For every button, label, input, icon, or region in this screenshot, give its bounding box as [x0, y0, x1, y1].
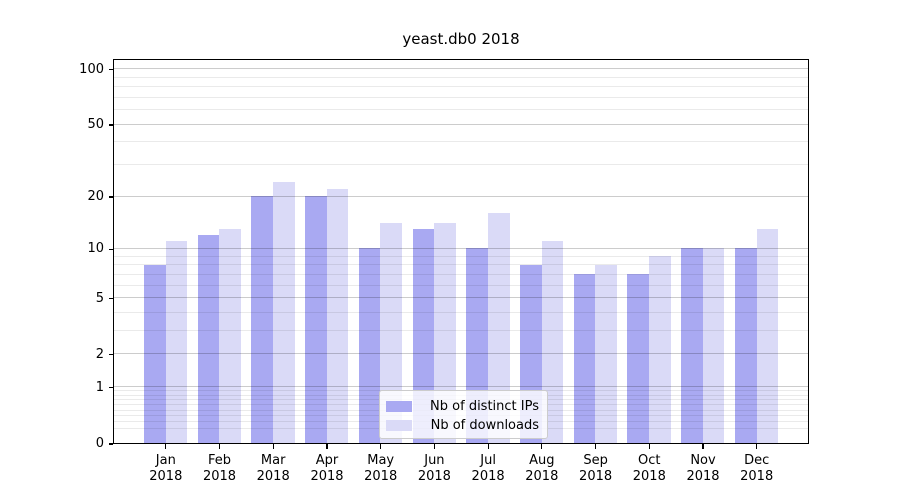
bar-distinct-ips-mar	[251, 196, 274, 443]
gridline-minor	[114, 284, 808, 286]
y-tick-mark	[109, 443, 113, 445]
legend-swatch-distinct-ips	[386, 401, 412, 412]
x-tick-mark	[648, 444, 650, 449]
bar-downloads-may	[380, 223, 403, 443]
x-tick-label-may: May 2018	[364, 453, 398, 484]
bar-distinct-ips-sep	[573, 274, 596, 443]
gridline-major	[114, 353, 808, 355]
gridline-minor	[114, 273, 808, 275]
x-tick-mark	[702, 444, 704, 449]
bar-distinct-ips-jun	[412, 228, 435, 443]
bar-downloads-jan	[165, 241, 188, 443]
bar-distinct-ips-dec	[734, 248, 757, 443]
chart-title: yeast.db0 2018	[402, 30, 520, 48]
x-tick-label-jul: Jul 2018	[471, 453, 505, 484]
y-tick-label-50: 50	[87, 117, 104, 132]
y-tick-label-10: 10	[87, 241, 104, 257]
bar-downloads-jul	[487, 213, 510, 443]
x-tick-label-sep: Sep 2018	[579, 453, 613, 484]
y-tick-mark	[109, 354, 113, 356]
x-tick-mark	[487, 444, 489, 449]
gridline-major	[114, 123, 808, 125]
bar-distinct-ips-apr	[305, 196, 327, 443]
gridline-minor	[114, 264, 808, 266]
legend-item-distinct-ips: Nb of distinct IPs	[386, 397, 539, 416]
y-tick-mark	[109, 196, 113, 198]
bar-distinct-ips-may	[358, 248, 381, 443]
gridline-major	[114, 386, 808, 388]
bar-distinct-ips-oct	[627, 274, 650, 443]
x-tick-mark	[326, 444, 328, 449]
x-tick-label-mar: Mar 2018	[256, 453, 290, 484]
x-tick-mark	[165, 444, 167, 449]
y-tick-label-100: 100	[79, 61, 104, 77]
y-tick-label-20: 20	[87, 189, 104, 204]
y-tick-mark	[109, 298, 113, 300]
legend: Nb of distinct IPs Nb of downloads	[379, 390, 548, 439]
gridline-minor	[114, 76, 808, 78]
y-tick-mark	[109, 68, 113, 71]
bar-downloads-feb	[219, 228, 241, 443]
bar-downloads-jun	[434, 223, 456, 443]
gridline-minor	[114, 85, 808, 87]
gridline-minor	[114, 141, 808, 143]
x-tick-mark	[380, 444, 382, 449]
x-tick-label-jan: Jan 2018	[149, 453, 183, 484]
bar-downloads-apr	[326, 188, 349, 443]
gridline-major	[114, 195, 808, 197]
gridlines-layer	[114, 60, 808, 443]
gridline-major	[114, 297, 808, 299]
gridline-minor	[114, 163, 808, 165]
y-tick-label-0: 0	[95, 436, 104, 451]
gridline-minor	[114, 330, 808, 331]
bar-downloads-oct	[649, 256, 671, 443]
gridline-minor	[114, 108, 808, 110]
gridline-major	[114, 68, 808, 69]
plot-area: Nb of distinct IPs Nb of downloads	[113, 59, 809, 444]
x-tick-label-oct: Oct 2018	[632, 453, 666, 484]
x-tick-mark	[595, 444, 597, 449]
x-tick-label-aug: Aug 2018	[525, 453, 559, 484]
bar-distinct-ips-nov	[681, 248, 703, 443]
gridline-minor	[114, 255, 808, 257]
x-tick-label-dec: Dec 2018	[740, 453, 774, 484]
y-tick-label-5: 5	[95, 290, 104, 306]
bar-downloads-nov	[702, 248, 725, 443]
y-tick-mark	[109, 387, 113, 389]
x-tick-mark	[218, 444, 221, 449]
legend-swatch-downloads	[386, 420, 412, 431]
x-tick-label-apr: Apr 2018	[310, 453, 344, 484]
y-tick-label-1: 1	[95, 379, 104, 395]
x-tick-label-nov: Nov 2018	[686, 453, 720, 484]
y-tick-mark	[109, 248, 113, 250]
gridline-major	[114, 247, 808, 249]
x-tick-label-jun: Jun 2018	[417, 453, 451, 484]
bar-downloads-dec	[756, 228, 779, 443]
x-tick-mark	[272, 444, 274, 449]
y-tick-mark	[109, 124, 113, 126]
legend-label-downloads: Nb of downloads	[430, 418, 539, 433]
y-tick-label-2: 2	[95, 346, 104, 362]
gridline-minor	[114, 311, 808, 313]
gridline-minor	[114, 96, 808, 98]
legend-label-distinct-ips: Nb of distinct IPs	[430, 399, 539, 414]
x-tick-mark	[541, 444, 543, 449]
legend-item-downloads: Nb of downloads	[386, 416, 539, 435]
x-tick-mark	[433, 444, 435, 449]
x-tick-label-feb: Feb 2018	[202, 453, 237, 484]
x-tick-mark	[756, 444, 758, 449]
